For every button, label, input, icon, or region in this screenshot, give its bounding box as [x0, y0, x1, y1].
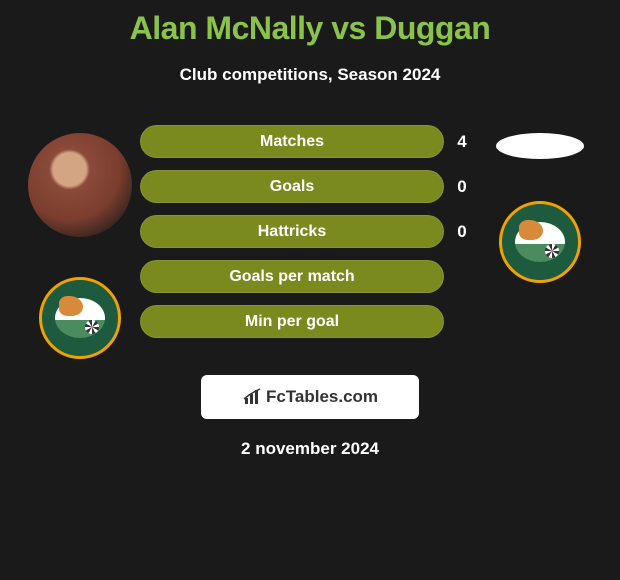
stat-label: Goals: [270, 178, 314, 196]
stat-value: 0: [444, 222, 480, 242]
stat-value: 0: [444, 177, 480, 197]
stat-label: Goals per match: [229, 268, 354, 286]
stat-bar: Hattricks: [140, 215, 444, 248]
stat-label: Matches: [260, 133, 324, 151]
player-left-column: [20, 125, 140, 359]
player-right-crest: [499, 201, 581, 283]
stat-row: Matches 4: [140, 125, 480, 158]
player-left-crest: [39, 277, 121, 359]
stats-list: Matches 4 Goals 0 Hattricks 0 Goals per …: [140, 125, 480, 338]
crest-graphic: [55, 298, 105, 338]
comparison-content: Matches 4 Goals 0 Hattricks 0 Goals per …: [0, 125, 620, 359]
stat-value: 4: [444, 132, 480, 152]
stat-label: Min per goal: [245, 313, 339, 331]
stat-bar: Goals: [140, 170, 444, 203]
logo-text: FcTables.com: [266, 387, 378, 407]
stat-row: Hattricks 0: [140, 215, 480, 248]
page-subtitle: Club competitions, Season 2024: [0, 65, 620, 85]
chart-icon: [242, 388, 264, 406]
stat-row: Goals 0: [140, 170, 480, 203]
stat-bar: Matches: [140, 125, 444, 158]
page-title: Alan McNally vs Duggan: [0, 0, 620, 47]
date-text: 2 november 2024: [0, 439, 620, 459]
stat-row: Goals per match: [140, 260, 480, 293]
fctables-logo: FcTables.com: [201, 375, 419, 419]
player-left-avatar: [28, 133, 132, 237]
stat-bar: Min per goal: [140, 305, 444, 338]
stat-row: Min per goal: [140, 305, 480, 338]
player-right-column: [480, 125, 600, 283]
player-right-avatar: [496, 133, 584, 159]
stat-label: Hattricks: [258, 223, 326, 241]
stat-bar: Goals per match: [140, 260, 444, 293]
crest-graphic: [515, 222, 565, 262]
